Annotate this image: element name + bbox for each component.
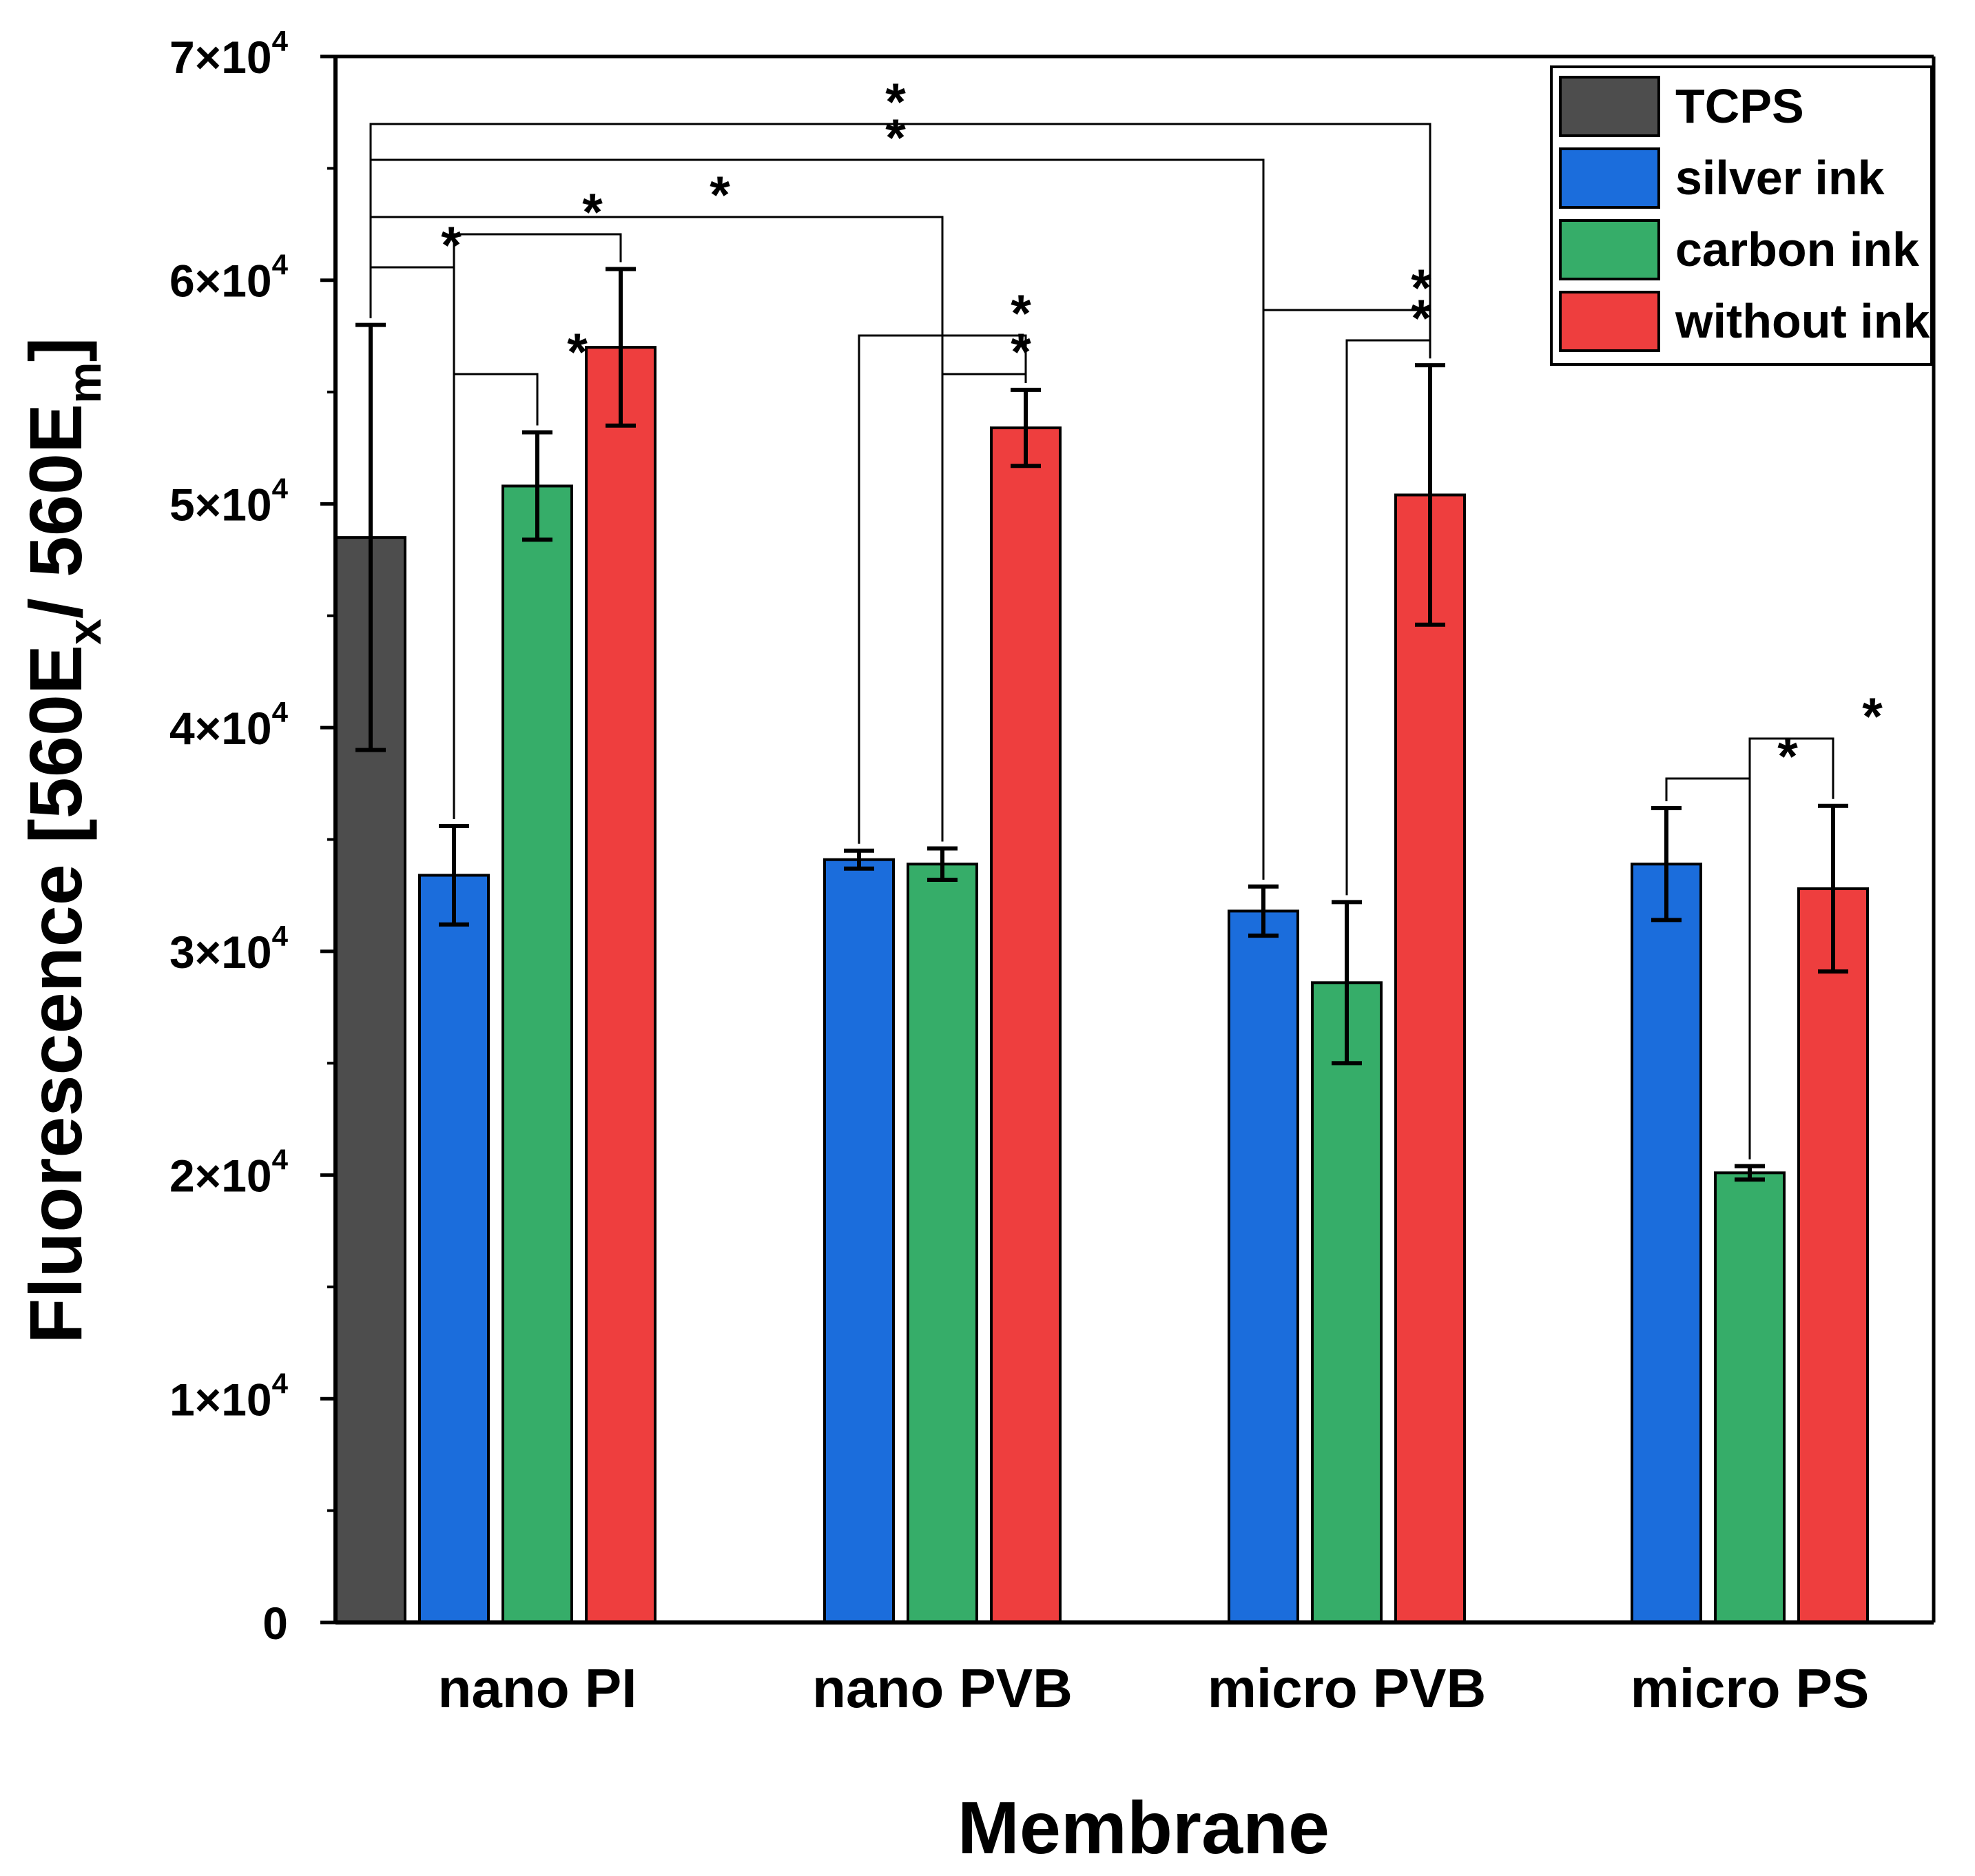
significance-star: * (1862, 688, 1883, 746)
nano-pvb-carbon-ink-bar (907, 863, 978, 1624)
y-tick-label: 1×104 (169, 1367, 289, 1425)
y-tick-label: 4×104 (169, 696, 289, 754)
significance-star: * (582, 183, 603, 242)
micro-ps-carbon-ink-bar (1714, 1171, 1786, 1625)
significance-star: * (885, 109, 906, 167)
y-tick-label: 5×104 (169, 472, 289, 530)
micro-pvb-carbon-ink-bar (1311, 981, 1383, 1624)
significance-star: * (567, 323, 588, 382)
nano-pi-carbon-ink-bar (501, 484, 573, 1624)
x-tick-label-micro-ps: micro PS (1631, 1658, 1870, 1719)
x-axis-title: Membrane (958, 1786, 1330, 1869)
x-tick-label-nano-pvb: nano PVB (812, 1658, 1073, 1719)
significance-star: * (1011, 285, 1031, 343)
y-tick-label: 2×104 (169, 1144, 289, 1202)
significance-bracket (941, 373, 1027, 842)
legend: TCPS silver ink carbon ink without ink (1550, 65, 1933, 366)
legend-label-without-ink: without ink (1675, 294, 1930, 348)
micro-ps-silver-ink-bar (1631, 863, 1702, 1624)
significance-star: * (710, 166, 730, 225)
legend-swatch-carbon-ink (1559, 219, 1660, 280)
significance-brackets-layer: ************ (369, 73, 1883, 1159)
significance-bracket (858, 334, 1027, 844)
y-tick-label: 6×104 (169, 249, 289, 307)
nano-pvb-silver-ink-bar (823, 858, 895, 1624)
significance-star: * (1411, 259, 1431, 318)
micro-pvb-silver-ink-bar (1228, 909, 1299, 1624)
significance-star: * (1411, 289, 1431, 348)
significance-bracket (1748, 737, 1834, 1159)
legend-swatch-without-ink (1559, 291, 1660, 352)
nano-pvb-without-ink-bar (990, 426, 1062, 1624)
nano-pi-silver-ink-bar (418, 874, 490, 1624)
legend-swatch-tcps (1559, 76, 1660, 137)
y-tick-label: 0 (262, 1598, 288, 1649)
x-tick-label-nano-pi: nano PI (438, 1658, 637, 1719)
y-tick-label: 3×104 (169, 920, 289, 978)
significance-star: * (885, 73, 906, 132)
significance-bracket (1262, 309, 1431, 880)
bars-layer (335, 346, 1869, 1625)
y-axis-title: Fluorescence [560Ex/ 560Em] (14, 337, 111, 1343)
significance-bracket (1345, 339, 1431, 896)
significance-star: * (1011, 323, 1031, 382)
axes-layer: 0 1×104 2×104 3×104 4×104 5×104 6×104 7×104 nano… (14, 25, 1936, 1869)
nano-pi-without-ink-bar (585, 346, 656, 1625)
micro-pvb-without-ink-bar (1394, 493, 1466, 1625)
significance-star: * (441, 216, 462, 275)
significance-star: * (1777, 728, 1798, 786)
y-tick-label: 7×104 (169, 25, 289, 83)
micro-ps-without-ink-bar (1797, 887, 1869, 1624)
legend-label-carbon-ink: carbon ink (1675, 223, 1919, 276)
significance-bracket (453, 373, 539, 820)
legend-label-silver-ink: silver ink (1675, 151, 1885, 205)
legend-label-tcps: TCPS (1675, 79, 1804, 133)
x-tick-label-micro-pvb: micro PVB (1208, 1658, 1487, 1719)
error-bars-layer (355, 267, 1848, 1182)
legend-swatch-silver-ink (1559, 147, 1660, 209)
